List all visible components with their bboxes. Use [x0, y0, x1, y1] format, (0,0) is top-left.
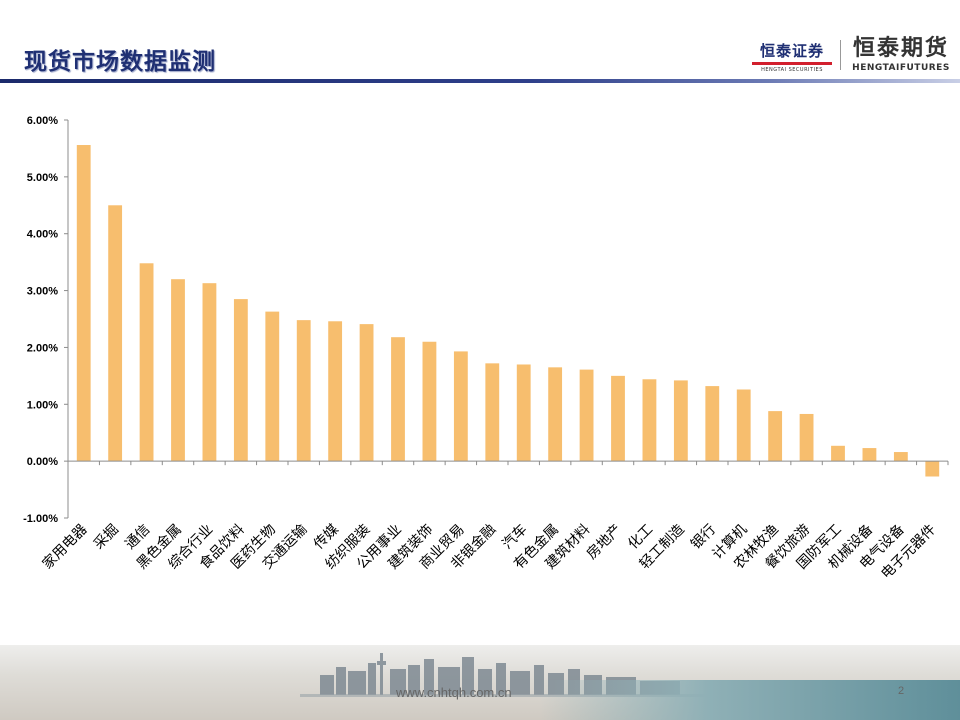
bar — [799, 413, 814, 462]
y-tick-label: 1.00% — [27, 399, 58, 411]
slide-title: 现货市场数据监测 — [24, 49, 216, 75]
securities-logo-bar — [752, 62, 832, 65]
bar — [673, 380, 688, 462]
bar — [893, 452, 908, 462]
bar — [579, 369, 594, 462]
bar — [391, 337, 405, 462]
bar — [108, 205, 123, 462]
slide-header: 现货市场数据监测 恒泰证券 HENGTAI SECURITIES 恒泰期货 HE… — [0, 0, 960, 86]
bar — [453, 351, 468, 462]
bar — [422, 341, 437, 462]
industry-returns-bar-chart: -1.00% 0.00% 1.00% 2.00% 3.00% 4.00% 5.00% 6.00… — [23, 115, 949, 582]
bar — [359, 324, 374, 462]
y-tick-label: 6.00% — [27, 115, 58, 127]
hengtai-securities-logo: 恒泰证券 HENGTAI SECURITIES — [752, 40, 832, 73]
bar — [139, 263, 154, 462]
y-tick-label: 4.00% — [27, 229, 58, 241]
logo-divider — [840, 40, 841, 70]
bar — [171, 279, 185, 462]
bar — [925, 461, 940, 477]
bar — [328, 321, 343, 462]
x-tick-label: 房地产 — [584, 522, 625, 563]
page-number: 2 — [898, 685, 905, 697]
bar — [831, 445, 845, 462]
y-tick-label: 3.00% — [27, 286, 58, 298]
y-tick-label: 2.00% — [27, 342, 58, 354]
futures-logo-text: 恒泰期货 — [852, 36, 949, 61]
bar — [705, 386, 720, 462]
bar — [202, 283, 217, 462]
securities-logo-text: 恒泰证券 — [759, 42, 824, 60]
bar — [768, 411, 783, 462]
bar — [76, 145, 91, 462]
bar — [485, 363, 500, 462]
securities-logo-en: HENGTAI SECURITIES — [761, 67, 823, 73]
futures-logo-en: HENGTAIFUTURES — [852, 63, 950, 73]
y-tick-label: 5.00% — [27, 172, 58, 184]
y-tick-label: 0.00% — [27, 456, 58, 468]
bar — [736, 389, 751, 462]
bar — [642, 379, 657, 462]
bar — [296, 320, 311, 462]
footer-banner: www.cnhtqh.com.cn 2 — [0, 645, 960, 720]
sea-image — [540, 680, 960, 720]
bar — [265, 311, 280, 462]
website-url: www.cnhtqh.com.cn — [396, 685, 512, 700]
hengtai-futures-logo: 恒泰期货 HENGTAIFUTURES — [846, 30, 956, 74]
bar — [516, 364, 531, 462]
title-underline — [0, 79, 960, 83]
bar — [862, 448, 877, 462]
bar — [233, 299, 248, 462]
bar-series — [76, 145, 940, 477]
bar — [548, 367, 563, 462]
y-tick-label: -1.00% — [23, 513, 58, 525]
y-axis: -1.00% 0.00% 1.00% 2.00% 3.00% 4.00% 5.00% 6.00… — [23, 115, 69, 525]
bar — [611, 375, 625, 462]
x-tick-label: 采掘 — [91, 522, 122, 553]
x-tick-label: 家用电器 — [39, 521, 91, 573]
